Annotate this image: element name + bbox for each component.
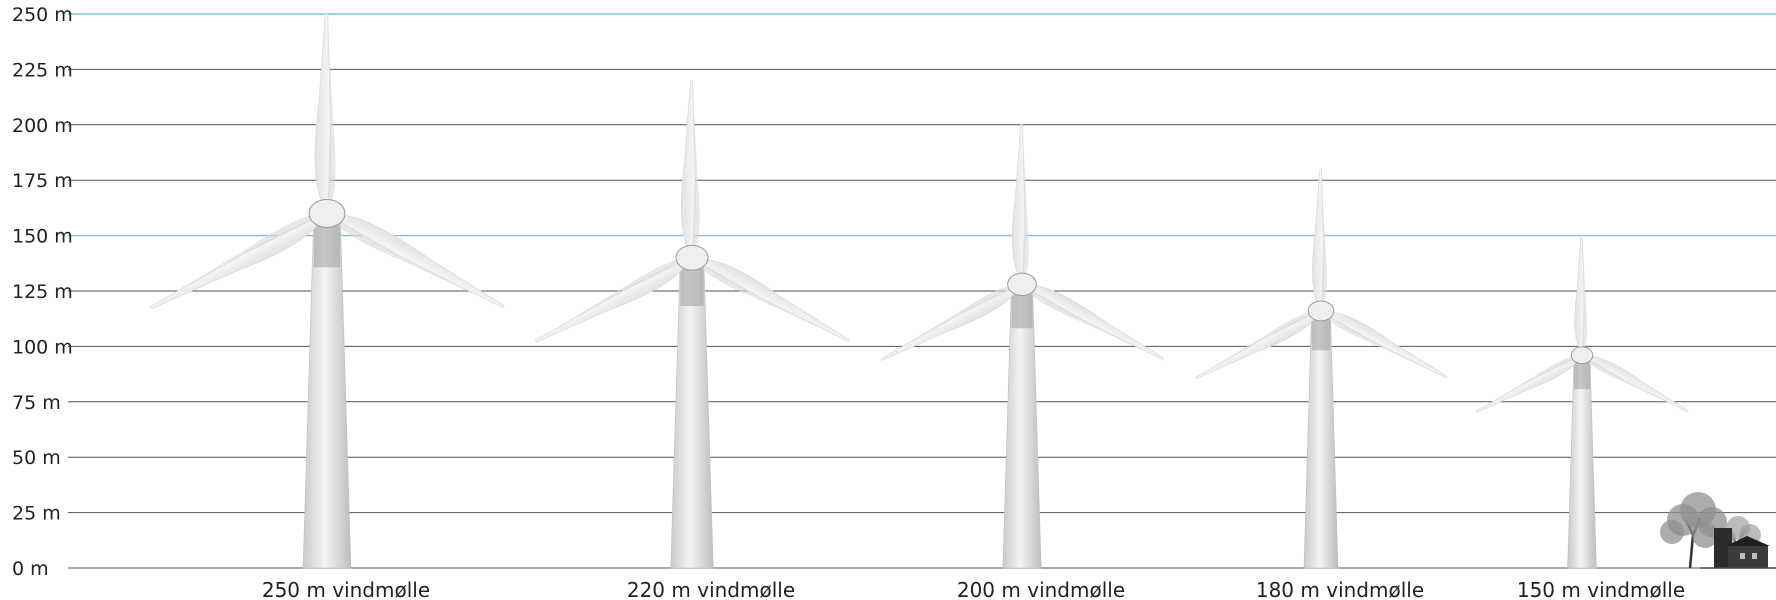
rotor-blade bbox=[1193, 306, 1325, 386]
wind-turbine bbox=[1193, 169, 1450, 568]
rotor-blade bbox=[147, 206, 333, 318]
turbine-hub bbox=[1008, 273, 1037, 295]
rotor-blade bbox=[532, 251, 697, 351]
rotor-blade bbox=[1019, 276, 1168, 366]
rotor-blade bbox=[1312, 169, 1327, 311]
turbine-label: 200 m vindmølle bbox=[957, 578, 1125, 600]
rotor-blade bbox=[1474, 351, 1586, 418]
reference-tree-and-house bbox=[1660, 492, 1776, 568]
turbine-label: 220 m vindmølle bbox=[627, 578, 795, 600]
rotor-blade bbox=[1575, 236, 1587, 356]
y-tick-label: 125 m bbox=[12, 281, 73, 303]
y-axis-labels: 0 m 25 m 50 m 75 m 100 m 125 m 150 m 175 m 200 m… bbox=[12, 4, 73, 580]
y-tick-label: 150 m bbox=[12, 226, 73, 248]
rotor-blade bbox=[323, 203, 509, 315]
rotor-blade bbox=[681, 80, 699, 257]
y-tick-label: 25 m bbox=[12, 503, 61, 525]
rotor-blade bbox=[315, 14, 336, 213]
y-tick-label: 200 m bbox=[12, 115, 73, 137]
turbine-hub bbox=[676, 245, 708, 270]
turbine-hub bbox=[309, 199, 345, 227]
turbine-label: 250 m vindmølle bbox=[262, 578, 430, 600]
y-tick-label: 50 m bbox=[12, 447, 61, 469]
rotor-blade bbox=[1012, 125, 1029, 285]
y-tick-label: 225 m bbox=[12, 59, 73, 81]
rotor-blade bbox=[1318, 303, 1450, 383]
rotor-blade bbox=[688, 248, 853, 348]
turbine-label: 180 m vindmølle bbox=[1256, 578, 1424, 600]
y-tick-label: 250 m bbox=[12, 4, 73, 26]
turbine-label: 150 m vindmølle bbox=[1517, 578, 1685, 600]
turbine-hub bbox=[1571, 347, 1593, 364]
turbine-hub bbox=[1308, 301, 1334, 321]
turbine-labels: 250 m vindmølle 220 m vindmølle 200 m vind… bbox=[262, 578, 1685, 600]
rotor-blade bbox=[878, 278, 1027, 368]
rotor-blade bbox=[1580, 349, 1692, 416]
y-tick-label: 0 m bbox=[12, 558, 49, 580]
y-tick-label: 100 m bbox=[12, 336, 73, 358]
y-tick-label: 175 m bbox=[12, 170, 73, 192]
y-tick-label: 75 m bbox=[12, 392, 61, 414]
wind-turbine bbox=[532, 80, 854, 568]
